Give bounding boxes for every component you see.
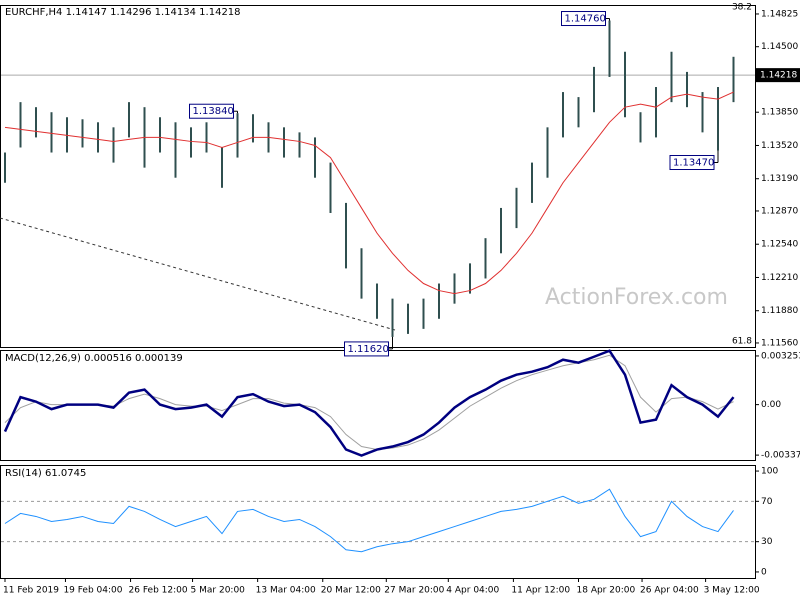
rsi-title: RSI(14) 61.0745 <box>5 468 86 479</box>
x-tick-label: 11 Feb 2019 <box>3 586 59 596</box>
x-tick-label: 3 May 12:00 <box>704 586 760 596</box>
y-tick-label: 1.13190 <box>761 174 798 184</box>
annotation-label: 1.11620 <box>348 344 389 355</box>
x-tick-label: 13 Mar 04:00 <box>256 586 316 596</box>
y-tick-label: -0.003373 <box>761 451 800 461</box>
current-price-box <box>756 68 800 83</box>
y-tick-label: 1.11880 <box>761 306 798 316</box>
y-tick-label: 1.12540 <box>761 240 798 250</box>
x-tick-label: 26 Feb 12:00 <box>129 586 188 596</box>
annotation-label: 1.14760 <box>565 14 606 25</box>
x-tick-label: 19 Feb 04:00 <box>63 586 122 596</box>
x-tick-label: 20 Mar 12:00 <box>321 586 381 596</box>
y-tick-label: 0.00 <box>761 400 781 410</box>
macd-line <box>4 354 734 451</box>
chart-title: EURCHF,H4 1.14147 1.14296 1.14134 1.1421… <box>5 7 241 18</box>
annotation-box <box>344 341 389 357</box>
y-tick-label: 1.12870 <box>761 206 798 216</box>
watermark: ActionForex.com <box>545 285 728 310</box>
y-tick-label: 70 <box>761 497 773 507</box>
annotation-label: 1.13470 <box>673 158 714 169</box>
x-tick-label: 5 Mar 20:00 <box>191 586 246 596</box>
y-tick-label: 0.003253 <box>761 351 800 361</box>
annotation-box <box>561 11 606 27</box>
fib-label: 38.2 <box>732 3 752 13</box>
y-tick-label: 30 <box>761 537 773 547</box>
fib-label: 61.8 <box>732 337 752 347</box>
y-tick-label: 1.14500 <box>761 42 798 52</box>
x-tick-label: 26 Apr 04:00 <box>640 586 699 596</box>
y-tick-label: 100 <box>761 467 778 477</box>
y-tick-label: 1.13520 <box>761 141 798 151</box>
macd-title: MACD(12,26,9) 0.000516 0.000139 <box>5 353 183 364</box>
x-tick-label: 18 Apr 20:00 <box>577 586 636 596</box>
trend-line <box>0 217 396 331</box>
current-price-label: 1.14218 <box>760 71 797 81</box>
rsi-panel <box>0 465 756 579</box>
x-tick-label: 11 Apr 12:00 <box>511 586 570 596</box>
y-tick-label: 1.14825 <box>761 9 798 19</box>
y-tick-label: 1.12210 <box>761 273 798 283</box>
moving-average <box>4 91 734 295</box>
rsi-line <box>4 488 734 553</box>
annotation-label: 1.13840 <box>193 106 234 117</box>
x-tick-label: 4 Apr 04:00 <box>446 586 499 596</box>
y-tick-label: 1.11560 <box>761 338 798 348</box>
x-tick-label: 27 Mar 20:00 <box>384 586 444 596</box>
macd-line <box>3 349 735 457</box>
annotation-box <box>189 103 234 119</box>
y-tick-label: 0 <box>761 567 767 577</box>
annotation-box <box>669 155 715 171</box>
y-tick-label: 1.13850 <box>761 108 798 118</box>
